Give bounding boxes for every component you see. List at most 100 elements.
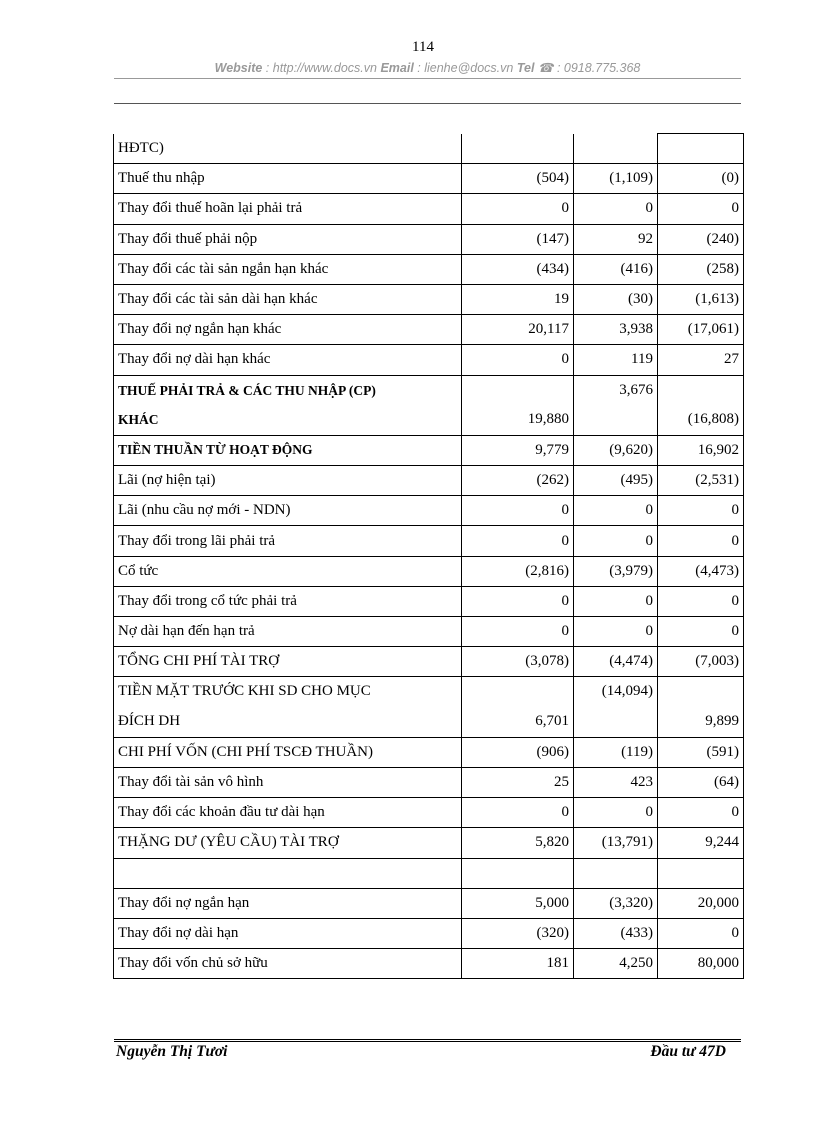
value-line <box>578 707 653 736</box>
value-cell: (147) <box>461 223 574 255</box>
value-cell: 3,676 <box>573 374 658 436</box>
value-cell: (3,078) <box>461 646 574 678</box>
value-cell: (64) <box>657 766 744 799</box>
row-label-line: TIỀN MẶT TRƯỚC KHI SD CHO MỤC <box>118 683 371 700</box>
value-cell: 0 <box>573 193 658 225</box>
value-cell: (2,816) <box>461 555 574 587</box>
value-cell: 0 <box>461 585 574 618</box>
page-number: 114 <box>412 39 434 55</box>
value-cell: 0 <box>657 616 744 648</box>
value-cell: 9,779 <box>461 434 574 467</box>
footer-class: Đầu tư 47D <box>650 1043 726 1060</box>
table-row: Thay đổi trong cổ tức phải trả 0 0 0 <box>113 585 744 618</box>
email-label: Email <box>380 61 414 75</box>
table-row: Thay đổi các tài sản ngắn hạn khác (434)(… <box>113 253 744 285</box>
value-line: 9,899 <box>705 713 739 730</box>
table-row: Thay đổi trong lãi phải trả 0 0 0 <box>113 525 744 557</box>
row-label: Thay đổi nợ dài hạn khác <box>113 344 462 376</box>
value-cell: (16,808) <box>657 374 744 436</box>
row-label: Lãi (nhu cầu nợ mới - NDN) <box>113 495 462 527</box>
cash-flow-table: HĐTC) Thuế thu nhập (504) (1,109) (0) Thay đổ… <box>113 132 744 980</box>
table-row: TIỀN THUẦN TỪ HOẠT ĐỘNG 9,779 (9,620) 16,90… <box>113 434 744 467</box>
value-cell: (4,474) <box>573 646 658 678</box>
value-cell: 0 <box>461 344 574 376</box>
value-cell: 0 <box>461 525 574 557</box>
value-cell: 0 <box>573 616 658 648</box>
row-label: Nợ dài hạn đến hạn trả <box>113 616 462 648</box>
value-line <box>662 678 739 707</box>
value-cell: 80,000 <box>657 948 744 980</box>
table-row: Thay đổi thuế phải nộp (147) 92 (240) <box>113 223 744 255</box>
value-cell: 0 <box>573 525 658 557</box>
value-cell: 0 <box>657 797 744 829</box>
table-row: TỔNG CHI PHÍ TÀI TRỢ (3,078) (4,474) (7,003… <box>113 646 744 678</box>
value-cell: (495) <box>573 465 658 497</box>
row-label: Thay đổi thuế hoãn lại phải trả <box>113 193 462 225</box>
value-cell: 16,902 <box>657 434 744 467</box>
table-body: HĐTC) Thuế thu nhập (504) (1,109) (0) Thay đổ… <box>113 132 744 980</box>
row-label <box>113 857 462 889</box>
value-cell: (906) <box>461 736 574 768</box>
table-row: HĐTC) <box>113 132 744 165</box>
value-cell: 25 <box>461 766 574 799</box>
row-label-line: ĐÍCH DH <box>118 713 181 730</box>
value-cell: (2,531) <box>657 465 744 497</box>
row-label: THẶNG DƯ (YÊU CẦU) TÀI TRỢ <box>113 827 462 859</box>
row-label: Thay đổi tài sản vô hình <box>113 766 462 799</box>
value-cell <box>461 133 574 165</box>
value-cell: (1,109) <box>573 163 658 195</box>
value-cell: 6,701 <box>461 676 574 738</box>
table-row: Thay đổi nợ dài hạn (320) (433) 0 <box>113 917 744 950</box>
value-cell: 0 <box>657 525 744 557</box>
page-header: Website : http://www.docs.vn Email : lie… <box>114 60 741 75</box>
row-label: CHI PHÍ VỐN (CHI PHÍ TSCĐ THUẦN) <box>113 736 462 768</box>
value-cell: (7,003) <box>657 646 744 678</box>
value-cell: 5,000 <box>461 887 574 919</box>
value-cell: 0 <box>657 917 744 950</box>
row-label-line: THUẾ PHẢI TRẢ & CÁC THU NHẬP (CP) <box>118 382 376 398</box>
table-row: THUẾ PHẢI TRẢ & CÁC THU NHẬP (CP) KHÁC 19,… <box>113 374 744 436</box>
row-label: Thay đổi vốn chủ sở hữu <box>113 948 462 980</box>
value-cell: (0) <box>657 163 744 195</box>
row-label: HĐTC) <box>113 133 462 165</box>
row-label: TIỀN MẶT TRƯỚC KHI SD CHO MỤC ĐÍCH DH <box>113 676 462 738</box>
header-divider-2 <box>114 103 741 104</box>
email: : lienhe@docs.vn <box>413 61 517 75</box>
value-line: 19,880 <box>527 411 569 428</box>
row-label: Thay đổi nợ ngắn hạn khác <box>113 314 462 346</box>
table-row: Nợ dài hạn đến hạn trả 0 0 0 <box>113 616 744 648</box>
table-row: Cổ tức (2,816) (3,979) (4,473) <box>113 555 744 587</box>
value-cell: (3,320) <box>573 887 658 919</box>
footer-divider <box>114 1039 741 1042</box>
value-line: (16,808) <box>687 411 739 428</box>
footer-author: Nguyễn Thị Tươi <box>116 1043 228 1060</box>
value-line <box>578 405 653 434</box>
value-cell: (119) <box>573 736 658 768</box>
website-label: Website <box>214 61 263 75</box>
value-cell: (14,094) <box>573 676 658 738</box>
value-cell: 0 <box>657 585 744 618</box>
value-cell: 20,000 <box>657 887 744 919</box>
value-cell <box>573 857 658 889</box>
value-cell: 119 <box>573 344 658 376</box>
table-row: CHI PHÍ VỐN (CHI PHÍ TSCĐ THUẦN) (906) (11… <box>113 736 744 768</box>
value-cell: (9,620) <box>573 434 658 467</box>
row-label: Thuế thu nhập <box>113 163 462 195</box>
row-label: TỔNG CHI PHÍ TÀI TRỢ <box>113 646 462 678</box>
table-row: Thay đổi nợ ngắn hạn 5,000 (3,320) 20,000 <box>113 887 744 919</box>
row-label: TIỀN THUẦN TỪ HOẠT ĐỘNG <box>113 434 462 467</box>
value-cell: 0 <box>461 797 574 829</box>
value-cell: 19 <box>461 283 574 316</box>
table-row: Lãi (nhu cầu nợ mới - NDN) 0 0 0 <box>113 495 744 527</box>
value-cell: 0 <box>573 495 658 527</box>
header-divider <box>114 78 741 79</box>
value-cell: 181 <box>461 948 574 980</box>
value-cell: (434) <box>461 253 574 285</box>
table-row: Thay đổi các tài sản dài hạn khác 19 (30)(… <box>113 283 744 316</box>
value-cell: 92 <box>573 223 658 255</box>
row-label: Thay đổi các tài sản ngắn hạn khác <box>113 253 462 285</box>
value-cell: 19,880 <box>461 374 574 436</box>
value-cell: (320) <box>461 917 574 950</box>
value-cell: 9,244 <box>657 827 744 859</box>
value-line <box>466 376 569 405</box>
